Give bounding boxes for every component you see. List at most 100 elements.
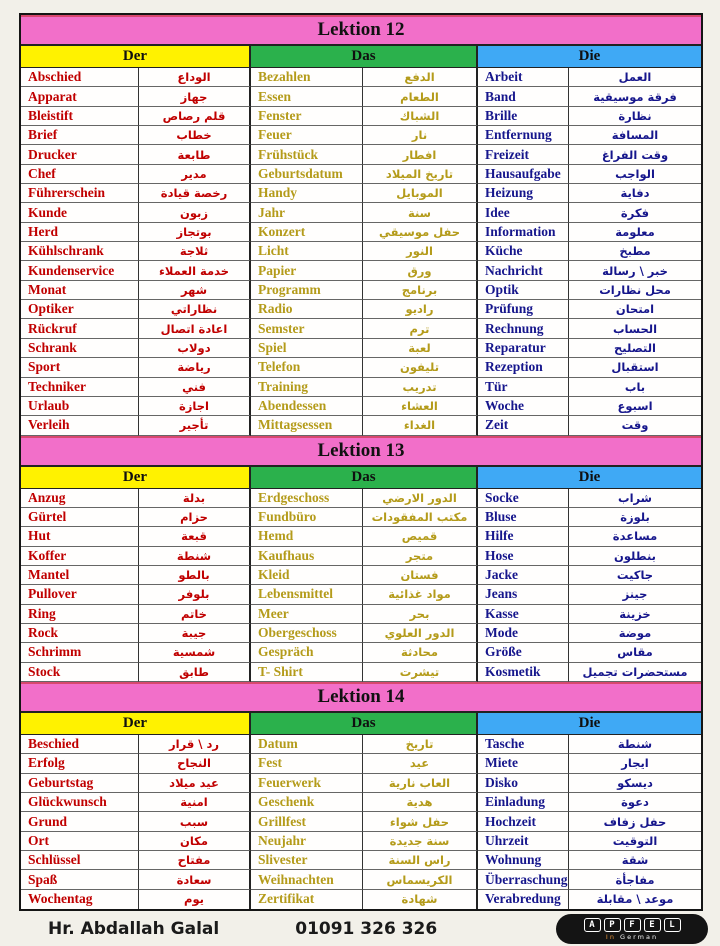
arabic-translation-cell: شراب bbox=[569, 488, 701, 508]
german-word-cell: Miete bbox=[478, 754, 569, 774]
arabic-translation-cell: مدير bbox=[139, 164, 251, 185]
lektion-section: Lektion 13 Der Das Die Anzug بدلة Erdgeschoss ا… bbox=[21, 435, 701, 682]
arabic-translation-cell: تليفون bbox=[363, 358, 478, 378]
arabic-translation-cell: الدفع bbox=[363, 68, 478, 88]
arabic-translation-cell: محل نظارات bbox=[569, 280, 701, 301]
german-word-cell: Brief bbox=[21, 126, 139, 146]
german-word-cell: Kosmetik bbox=[478, 662, 569, 682]
german-word-cell: Anzug bbox=[21, 488, 139, 508]
arabic-translation-cell: الحساب bbox=[569, 319, 701, 339]
arabic-translation-cell: مفتاح bbox=[139, 851, 251, 871]
arabic-translation-cell: بوتجاز bbox=[139, 222, 251, 243]
lektion-title: Lektion 12 bbox=[21, 15, 701, 46]
arabic-translation-cell: سبب bbox=[139, 812, 251, 832]
german-word-cell: Uhrzeit bbox=[478, 831, 569, 852]
german-word-cell: Band bbox=[478, 87, 569, 107]
german-word-cell: Monat bbox=[21, 280, 139, 301]
german-word-cell: Erdgeschoss bbox=[251, 488, 363, 508]
german-word-cell: Fest bbox=[251, 754, 363, 774]
german-word-cell: Gespräch bbox=[251, 643, 363, 663]
gender-header-der: Der bbox=[21, 46, 251, 67]
arabic-translation-cell: جيبة bbox=[139, 623, 251, 644]
arabic-translation-cell: جاكيت bbox=[569, 565, 701, 586]
german-word-cell: Grund bbox=[21, 812, 139, 832]
arabic-translation-cell: مواد غذائية bbox=[363, 585, 478, 605]
german-word-cell: Hose bbox=[478, 546, 569, 566]
german-word-cell: Urlaub bbox=[21, 396, 139, 417]
arabic-translation-cell: شمسية bbox=[139, 643, 251, 663]
arabic-translation-cell: معلومة bbox=[569, 222, 701, 243]
german-word-cell: Sport bbox=[21, 358, 139, 378]
german-word-cell: Kühlschrank bbox=[21, 242, 139, 262]
arabic-translation-cell: العمل bbox=[569, 68, 701, 88]
german-word-cell: Information bbox=[478, 222, 569, 243]
german-word-cell: Neujahr bbox=[251, 831, 363, 852]
german-word-cell: Grillfest bbox=[251, 812, 363, 832]
arabic-translation-cell: الوداع bbox=[139, 68, 251, 88]
german-word-cell: Chef bbox=[21, 164, 139, 185]
arabic-translation-cell: نظارة bbox=[569, 106, 701, 127]
arabic-translation-cell: فكرة bbox=[569, 203, 701, 223]
arabic-translation-cell: تاريخ bbox=[363, 734, 478, 755]
arabic-translation-cell: حزام bbox=[139, 507, 251, 528]
german-word-cell: Kaufhaus bbox=[251, 546, 363, 566]
german-word-cell: Abschied bbox=[21, 68, 139, 88]
german-word-cell: Verleih bbox=[21, 416, 139, 436]
german-word-cell: Telefon bbox=[251, 358, 363, 378]
arabic-translation-cell: النجاح bbox=[139, 754, 251, 774]
german-word-cell: Überraschung bbox=[478, 870, 569, 890]
german-word-cell: Geburtstag bbox=[21, 773, 139, 793]
german-word-cell: Feuerwerk bbox=[251, 773, 363, 793]
logo-letter-box: F bbox=[623, 918, 641, 933]
gender-header-row: Der Das Die bbox=[21, 712, 701, 735]
arabic-translation-cell: قميص bbox=[363, 527, 478, 547]
arabic-translation-cell: فرقة موسيقية bbox=[569, 87, 701, 107]
lektion-section: Lektion 12 Der Das Die Abschied الوداع Bezahle… bbox=[21, 15, 701, 436]
arabic-translation-cell: خزينة bbox=[569, 604, 701, 624]
german-word-cell: Socke bbox=[478, 488, 569, 508]
arabic-translation-cell: وقت bbox=[569, 416, 701, 436]
german-word-cell: Woche bbox=[478, 396, 569, 417]
arabic-translation-cell: شهر bbox=[139, 280, 251, 301]
german-word-cell: Jahr bbox=[251, 203, 363, 223]
german-word-cell: Gürtel bbox=[21, 507, 139, 528]
german-word-cell: Mantel bbox=[21, 565, 139, 586]
arabic-translation-cell: فستان bbox=[363, 565, 478, 586]
german-word-cell: Spiel bbox=[251, 338, 363, 359]
german-word-cell: Hemd bbox=[251, 527, 363, 547]
arabic-translation-cell: نار bbox=[363, 126, 478, 146]
vocabulary-rows: Beschied رد \ قرار Datum تاريخ Tasche شنطة Erf… bbox=[21, 734, 701, 910]
german-word-cell: Apparat bbox=[21, 87, 139, 107]
arabic-translation-cell: بلوفر bbox=[139, 585, 251, 605]
german-word-cell: Ort bbox=[21, 831, 139, 852]
vocabulary-rows: Anzug بدلة Erdgeschoss الدور الارضي Socke شرا… bbox=[21, 488, 701, 682]
arabic-translation-cell: بدلة bbox=[139, 488, 251, 508]
german-word-cell: Verabredung bbox=[478, 889, 569, 910]
german-word-cell: Ring bbox=[21, 604, 139, 624]
arabic-translation-cell: قبعة bbox=[139, 527, 251, 547]
lektion-section: Lektion 14 Der Das Die Beschied رد \ قرار Datu… bbox=[21, 681, 701, 910]
arabic-translation-cell: ترم bbox=[363, 319, 478, 339]
german-word-cell: Konzert bbox=[251, 222, 363, 243]
arabic-translation-cell: حفل زفاف bbox=[569, 812, 701, 832]
arabic-translation-cell: جينز bbox=[569, 585, 701, 605]
german-word-cell: Disko bbox=[478, 773, 569, 793]
gender-header-das: Das bbox=[251, 466, 478, 488]
arabic-translation-cell: موضة bbox=[569, 623, 701, 644]
german-word-cell: Hilfe bbox=[478, 527, 569, 547]
german-word-cell: Rückruf bbox=[21, 319, 139, 339]
arabic-translation-cell: المسافة bbox=[569, 126, 701, 146]
arabic-translation-cell: النور bbox=[363, 242, 478, 262]
arabic-translation-cell: الكريسماس bbox=[363, 870, 478, 890]
german-word-cell: Papier bbox=[251, 261, 363, 281]
apfel-logo-subtitle: In German bbox=[606, 933, 658, 941]
german-word-cell: Nachricht bbox=[478, 261, 569, 281]
arabic-translation-cell: مكتب المفقودات bbox=[363, 507, 478, 528]
german-word-cell: Optik bbox=[478, 280, 569, 301]
german-word-cell: Hut bbox=[21, 527, 139, 547]
arabic-translation-cell: رياضة bbox=[139, 358, 251, 378]
gender-header-row: Der Das Die bbox=[21, 46, 701, 68]
arabic-translation-cell: ايجار bbox=[569, 754, 701, 774]
